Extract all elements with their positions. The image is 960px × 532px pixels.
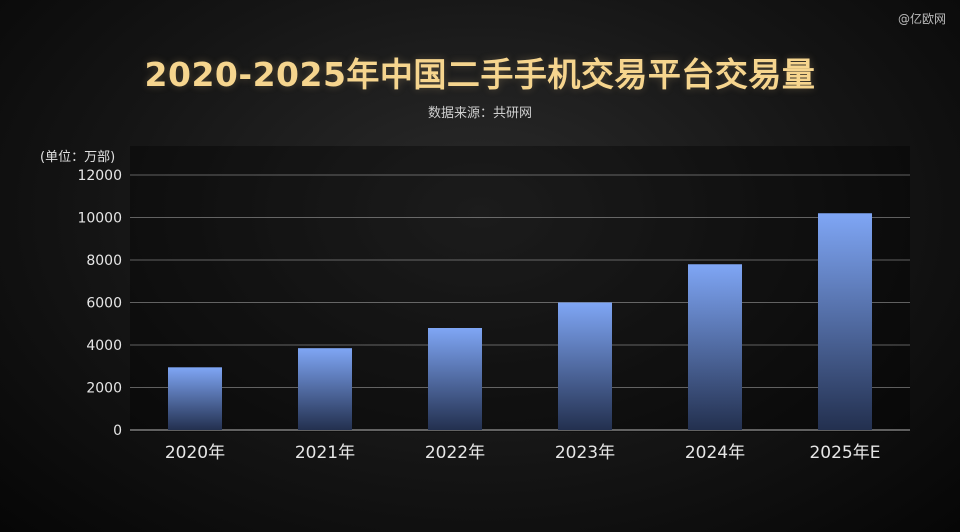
bar-2023年 — [558, 302, 612, 430]
y-tick-label: 0 — [113, 423, 122, 439]
plot-area — [130, 146, 910, 432]
bar-2024年 — [688, 264, 742, 430]
x-tick-label: 2024年 — [685, 443, 745, 463]
y-tick-label: 2000 — [86, 381, 122, 397]
x-tick-label: 2021年 — [295, 443, 355, 463]
x-tick-label: 2025年E — [809, 443, 880, 463]
bar-2021年 — [298, 348, 352, 430]
grid-lines — [130, 174, 910, 431]
bar-2025年E — [818, 213, 872, 430]
bars — [168, 213, 872, 430]
y-axis-ticks: 0 2000 4000 6000 8000 10000 12000 — [77, 168, 122, 439]
y-tick-label: 12000 — [77, 168, 122, 184]
chart-title: 2020-2025年中国二手手机交易平台交易量 — [144, 55, 816, 94]
bar-2020年 — [168, 367, 222, 430]
bar-2022年 — [428, 328, 482, 430]
x-tick-label: 2020年 — [165, 443, 225, 463]
y-unit-label: (单位：万部) — [40, 150, 116, 165]
x-tick-label: 2022年 — [425, 443, 485, 463]
watermark: @亿欧网 — [897, 12, 946, 26]
x-tick-label: 2023年 — [555, 443, 615, 463]
chart-subtitle: 数据来源：共研网 — [427, 106, 532, 121]
y-tick-label: 6000 — [86, 296, 122, 312]
x-axis-ticks: 2020年 2021年 2022年 2023年 2024年 2025年E — [165, 443, 881, 463]
y-tick-label: 8000 — [86, 253, 122, 269]
y-tick-label: 4000 — [86, 338, 122, 354]
y-tick-label: 10000 — [77, 211, 122, 227]
